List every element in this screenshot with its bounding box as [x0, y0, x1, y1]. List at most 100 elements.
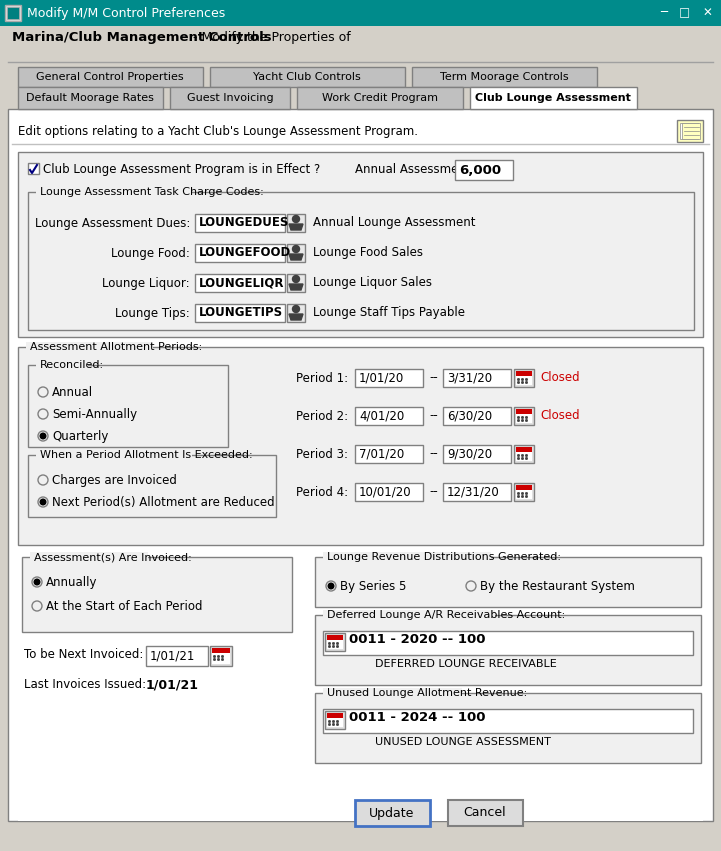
Bar [514, 445, 534, 463]
Text: Lounge Food:: Lounge Food: [111, 247, 190, 260]
Text: Marina/Club Management Controls: Marina/Club Management Controls [12, 31, 272, 44]
Bar [195, 214, 285, 232]
Bar [698, 4, 716, 22]
Text: Annual: Annual [52, 386, 93, 399]
Text: Lounge Food Sales: Lounge Food Sales [313, 246, 423, 259]
Bar [514, 483, 534, 501]
Text: 6,000: 6,000 [459, 163, 501, 176]
Text: Next Period(s) Allotment are Reduced: Next Period(s) Allotment are Reduced [52, 496, 275, 509]
Bar [327, 713, 343, 718]
Bar [287, 244, 305, 262]
Text: DEFERRED LOUNGE RECEIVABLE: DEFERRED LOUNGE RECEIVABLE [375, 659, 557, 669]
Text: Period 3:: Period 3: [296, 448, 348, 460]
Text: 7/01/20: 7/01/20 [359, 448, 404, 460]
Text: Deferred Lounge A/R Receivables Account:: Deferred Lounge A/R Receivables Account: [327, 610, 565, 620]
Bar [18, 87, 163, 109]
Text: LOUNGELIQR: LOUNGELIQR [199, 277, 285, 289]
Text: Lounge Revenue Distributions Generated:: Lounge Revenue Distributions Generated: [327, 552, 561, 562]
Bar [8, 109, 713, 821]
Text: Last Invoices Issued:: Last Invoices Issued: [24, 678, 146, 691]
Bar [327, 718, 343, 727]
Bar [327, 640, 343, 649]
Text: Lounge Tips:: Lounge Tips: [115, 306, 190, 319]
Bar [516, 371, 532, 376]
Text: Annual Assessment Fee:  $: Annual Assessment Fee: $ [355, 163, 514, 176]
Bar [443, 369, 511, 387]
Bar [287, 214, 305, 232]
Polygon shape [289, 224, 303, 230]
Bar [516, 485, 532, 490]
Bar [448, 800, 523, 826]
Bar [28, 455, 276, 517]
Text: Quarterly: Quarterly [52, 430, 108, 443]
Bar [327, 635, 343, 640]
Bar [7, 7, 19, 19]
Text: Period 1:: Period 1: [296, 372, 348, 385]
Text: 9/30/20: 9/30/20 [447, 448, 492, 460]
Bar [30, 552, 149, 562]
Bar [287, 274, 305, 292]
Text: LOUNGEFOOD: LOUNGEFOOD [199, 247, 291, 260]
Circle shape [34, 580, 40, 585]
Bar [470, 87, 637, 109]
Bar [323, 688, 462, 698]
Bar [680, 123, 698, 139]
Bar [28, 365, 228, 447]
Text: Annually: Annually [46, 576, 97, 589]
Bar [443, 483, 511, 501]
Bar [516, 414, 532, 423]
Bar [18, 553, 703, 821]
Bar [0, 26, 721, 64]
Text: - Modify the Properties of: - Modify the Properties of [185, 31, 350, 44]
Text: When a Period Allotment Is Exceeded:: When a Period Allotment Is Exceeded: [40, 450, 252, 460]
Bar [18, 152, 703, 337]
Text: ✕: ✕ [702, 7, 712, 20]
Bar [195, 244, 285, 262]
Text: Period 2:: Period 2: [296, 409, 348, 422]
Text: Semi-Annually: Semi-Annually [52, 408, 137, 421]
Bar [315, 557, 701, 607]
Text: 1/01/20: 1/01/20 [359, 372, 404, 385]
Bar [26, 342, 153, 352]
Text: 12/31/20: 12/31/20 [447, 486, 500, 499]
Text: --: -- [429, 409, 438, 422]
Text: Lounge Assessment Task Charge Codes:: Lounge Assessment Task Charge Codes: [40, 187, 264, 197]
Bar [675, 4, 693, 22]
Text: UNUSED LOUNGE ASSESSMENT: UNUSED LOUNGE ASSESSMENT [375, 737, 551, 747]
Circle shape [328, 583, 334, 589]
Bar [516, 490, 532, 499]
Text: 6/30/20: 6/30/20 [447, 409, 492, 422]
Text: Lounge Liquor:: Lounge Liquor: [102, 277, 190, 289]
Text: 4/01/20: 4/01/20 [359, 409, 404, 422]
Text: 1/01/21: 1/01/21 [146, 678, 199, 691]
Text: By the Restaurant System: By the Restaurant System [480, 580, 635, 593]
Text: Lounge Staff Tips Payable: Lounge Staff Tips Payable [313, 306, 465, 319]
Bar [210, 67, 405, 87]
Bar [355, 800, 430, 826]
Bar [170, 87, 290, 109]
Text: Cancel: Cancel [464, 807, 506, 820]
Bar [5, 5, 21, 21]
Text: 3/31/20: 3/31/20 [447, 372, 492, 385]
Text: Update: Update [369, 807, 415, 820]
Text: Lounge Assessment Dues:: Lounge Assessment Dues: [35, 216, 190, 230]
Text: Assessment Allotment Periods:: Assessment Allotment Periods: [30, 342, 203, 352]
Bar [355, 369, 423, 387]
Bar [412, 67, 597, 87]
Bar [323, 552, 491, 562]
Bar [212, 653, 230, 664]
Bar [682, 123, 700, 139]
Text: Unused Lounge Allotment Revenue:: Unused Lounge Allotment Revenue: [327, 688, 527, 698]
Bar [36, 187, 192, 197]
Bar [28, 163, 39, 174]
Text: Closed: Closed [540, 371, 580, 384]
Circle shape [293, 276, 299, 283]
Text: Period 4:: Period 4: [296, 486, 348, 499]
Text: Edit options relating to a Yacht Club's Lounge Assessment Program.: Edit options relating to a Yacht Club's … [18, 124, 418, 138]
Circle shape [40, 500, 46, 505]
Text: 10/01/20: 10/01/20 [359, 486, 412, 499]
Text: Modify M/M Control Preferences: Modify M/M Control Preferences [27, 7, 225, 20]
Bar [516, 376, 532, 385]
Bar [516, 409, 532, 414]
Text: Club Lounge Assessment Program is in Effect ?: Club Lounge Assessment Program is in Eff… [43, 163, 320, 176]
